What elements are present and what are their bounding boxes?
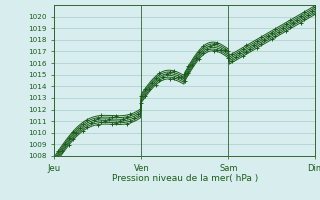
X-axis label: Pression niveau de la mer( hPa ): Pression niveau de la mer( hPa ) <box>112 174 258 183</box>
